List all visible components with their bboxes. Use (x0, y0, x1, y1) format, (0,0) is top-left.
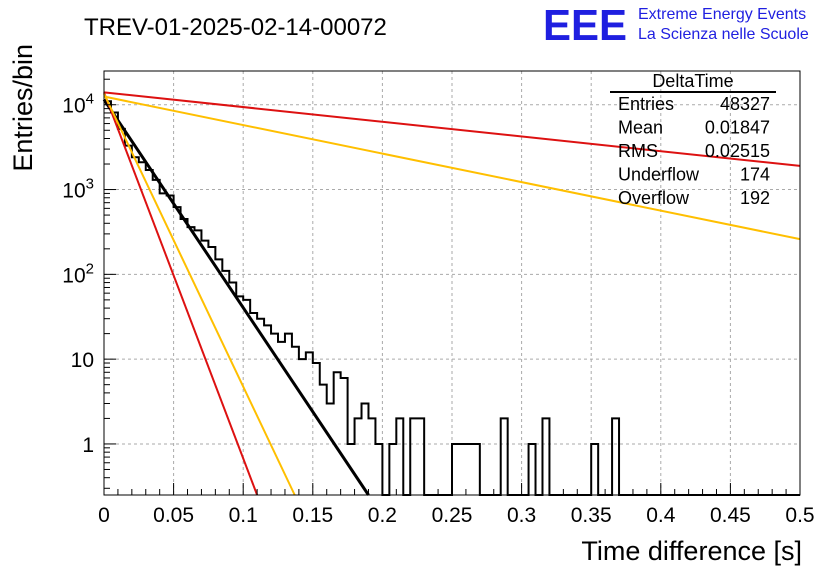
x-tick-label: 0.45 (710, 504, 751, 527)
x-axis-label: Time difference [s] (581, 536, 802, 566)
stats-row-label: Underflow (618, 165, 700, 185)
axis-ticks (103, 78, 801, 495)
y-tick-label: 1 (82, 434, 94, 457)
plot-area (102, 91, 801, 496)
y-tick-label: 10 (71, 349, 94, 372)
stats-box: DeltaTime Entries 48327 Mean 0.01847 RMS 0.02… (610, 71, 776, 208)
fit-line-1 (102, 98, 370, 496)
x-tick-label: 0 (98, 504, 110, 527)
x-tick-label: 0.25 (432, 504, 473, 527)
x-tick-label: 0.35 (571, 504, 612, 527)
stats-row-value: 0.02515 (705, 141, 770, 161)
x-tick-label: 0.1 (229, 504, 258, 527)
stats-row-label: RMS (618, 141, 658, 161)
stats-row-value: 192 (740, 188, 770, 208)
eee-logo-line1: Extreme Energy Events (638, 6, 806, 23)
stats-row-value: 174 (740, 165, 770, 185)
eee-logo-mark: EEE (543, 1, 627, 50)
chart-title: TREV-01-2025-02-14-00072 (84, 14, 387, 41)
eee-logo: EEE Extreme Energy Events La Scienza nel… (543, 1, 809, 50)
fit-line-5 (103, 95, 801, 241)
histogram-series (104, 100, 800, 496)
x-tick-label: 0.4 (646, 504, 676, 527)
x-tick-label: 0.15 (292, 504, 333, 527)
fit-line-4 (103, 91, 801, 167)
stats-box-name: DeltaTime (652, 71, 733, 91)
stats-row-value: 48327 (720, 94, 770, 114)
stats-row-label: Mean (618, 118, 663, 138)
x-tick-label: 0.05 (153, 504, 194, 527)
y-axis-label: Entries/bin (8, 44, 38, 172)
fit-line-3 (103, 93, 296, 496)
x-tick-label: 0.3 (507, 504, 536, 527)
stats-row-label: Overflow (618, 188, 690, 208)
stats-row-value: 0.01847 (705, 118, 770, 138)
stats-row-label: Entries (618, 94, 674, 114)
eee-logo-line2: La Scienza nelle Scuole (638, 26, 809, 43)
x-tick-label: 0.5 (785, 504, 814, 527)
fit-line-2 (103, 91, 259, 496)
x-tick-label: 0.2 (368, 504, 397, 527)
